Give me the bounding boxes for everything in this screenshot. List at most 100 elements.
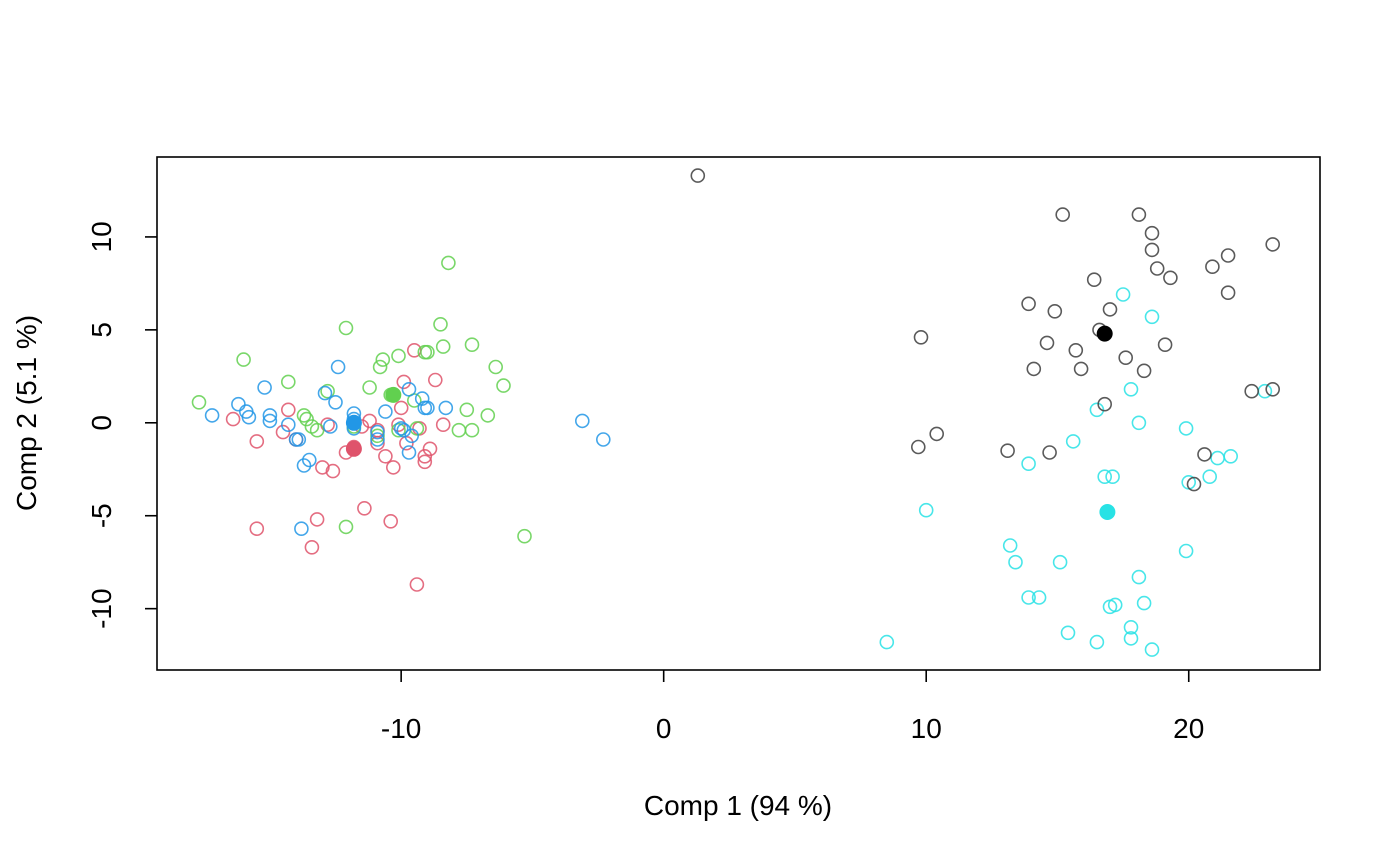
data-point: [420, 400, 435, 416]
data-point: [262, 413, 278, 429]
data-point: [409, 577, 425, 592]
data-point: [1115, 287, 1131, 302]
data-point: [435, 339, 451, 354]
data-point: [1073, 361, 1089, 377]
data-point: [1223, 448, 1238, 464]
data-point: [517, 528, 532, 544]
x-tick-label: 10: [911, 713, 942, 744]
data-point: [299, 411, 314, 427]
data-point: [1097, 396, 1112, 412]
data-point: [385, 460, 401, 475]
data-point: [372, 359, 388, 375]
data-point: [496, 378, 511, 393]
data-point: [1136, 595, 1152, 611]
data-point: [375, 352, 391, 367]
data-point: [480, 408, 496, 423]
y-tick-label: 10: [86, 221, 117, 252]
data-point: [417, 448, 433, 464]
data-point: [301, 452, 317, 468]
data-point: [595, 432, 611, 447]
data-point: [435, 417, 451, 433]
data-point: [236, 352, 251, 367]
data-point: [1052, 554, 1068, 570]
data-point: [1102, 302, 1118, 317]
data-point: [338, 519, 354, 535]
data-point: [378, 404, 393, 419]
data-point: [422, 441, 438, 457]
data-point: [401, 381, 417, 397]
data-point: [1202, 469, 1217, 485]
data-point: [459, 402, 475, 418]
data-point: [488, 359, 504, 375]
data-point: [1021, 590, 1036, 605]
data-point: [1123, 381, 1139, 397]
data-point: [1149, 261, 1165, 276]
data-point: [325, 463, 341, 479]
data-point: [1026, 361, 1042, 377]
data-point: [1107, 597, 1123, 613]
data-point: [913, 329, 929, 345]
y-tick-label: 5: [86, 322, 117, 338]
x-axis-label: Comp 1 (94 %): [644, 790, 832, 821]
data-point: [929, 426, 945, 442]
data-point: [690, 168, 706, 183]
data-point: [280, 417, 296, 433]
data-point: [378, 448, 393, 464]
data-point: [338, 320, 354, 336]
data-point: [1105, 469, 1120, 485]
data-point: [291, 432, 307, 447]
data-point: [320, 383, 335, 399]
data-point: [396, 374, 412, 390]
data-point: [315, 460, 330, 475]
data-point: [417, 454, 433, 470]
data-point: [464, 337, 480, 353]
data-point: [249, 434, 265, 449]
data-point: [1047, 303, 1063, 319]
data-point: [1186, 476, 1202, 492]
data-point: [328, 394, 343, 410]
data-point: [257, 380, 272, 395]
data-point: [1021, 296, 1036, 312]
data-point: [231, 396, 246, 412]
data-point: [330, 359, 346, 375]
data-point: [1000, 443, 1015, 459]
data-point: [1031, 590, 1047, 605]
data-point: [1068, 342, 1084, 358]
data-point: [1002, 538, 1018, 553]
data-point: [241, 409, 257, 425]
data-point: [309, 422, 325, 438]
data-point: [225, 411, 241, 427]
data-point: [1244, 383, 1259, 399]
data-point: [362, 413, 377, 429]
data-point: [1131, 207, 1147, 222]
data-point: [191, 394, 207, 410]
data-point: [370, 428, 385, 444]
data-point: [427, 372, 443, 388]
data-point: [1123, 619, 1139, 635]
data-point: [370, 424, 385, 440]
data-point: [1136, 363, 1152, 379]
data-point: [1008, 554, 1023, 570]
data-point: [1220, 248, 1236, 263]
data-point: [262, 408, 278, 423]
data-point: [357, 500, 372, 516]
data-point: [1042, 445, 1057, 460]
centroid-point: [1099, 504, 1116, 520]
x-tick-label: -10: [381, 713, 421, 744]
data-point: [1097, 469, 1112, 485]
data-point: [391, 417, 406, 433]
data-point: [1065, 434, 1081, 449]
data-point: [1265, 237, 1280, 252]
data-point: [1220, 285, 1236, 301]
data-point: [1178, 543, 1194, 559]
data-point: [1144, 309, 1160, 325]
data-point: [383, 513, 399, 529]
data-point: [438, 400, 454, 416]
centroid-point: [1096, 325, 1113, 342]
data-point: [280, 374, 296, 390]
data-point: [1118, 350, 1133, 366]
data-point: [918, 502, 934, 518]
data-point: [1178, 421, 1194, 436]
